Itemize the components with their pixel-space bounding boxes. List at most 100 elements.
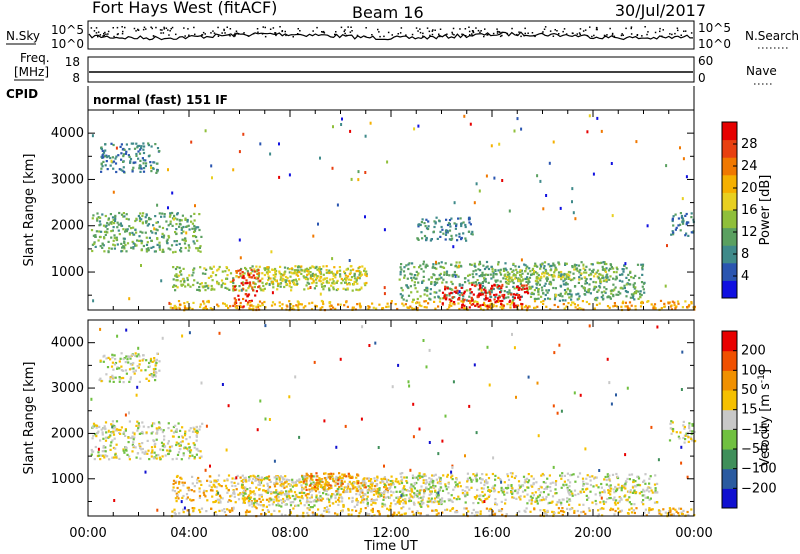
data-cell — [131, 431, 135, 434]
data-cell — [367, 479, 371, 483]
noise-search-dot — [571, 32, 574, 34]
data-cell — [453, 290, 456, 293]
data-cell — [435, 493, 438, 496]
data-cell — [184, 432, 187, 435]
data-cell — [169, 222, 172, 225]
cpid-value: normal (fast) 151 IF — [93, 93, 228, 107]
noise-search-dot — [334, 33, 336, 36]
data-cell — [115, 155, 118, 158]
data-cell — [92, 434, 95, 437]
data-cell — [176, 275, 179, 278]
data-cell — [316, 268, 319, 271]
data-cell — [454, 481, 457, 484]
data-cell — [267, 510, 270, 513]
data-cell — [159, 448, 162, 451]
data-cell — [155, 427, 158, 430]
data-cell — [254, 501, 257, 504]
data-cell — [462, 300, 465, 303]
scatter-cell — [204, 129, 207, 133]
data-cell — [623, 486, 626, 489]
data-cell — [605, 279, 608, 282]
data-cell — [273, 509, 276, 512]
data-cell — [345, 475, 348, 478]
data-cell — [443, 271, 446, 274]
data-cell — [644, 482, 647, 485]
data-cell — [197, 226, 200, 229]
data-cell — [602, 507, 605, 510]
data-cell — [136, 452, 139, 455]
data-cell — [637, 477, 641, 480]
data-cell — [111, 356, 114, 359]
data-cell — [573, 511, 576, 514]
data-cell — [537, 293, 540, 296]
data-cell — [586, 498, 589, 501]
data-cell — [138, 167, 141, 170]
data-cell — [108, 458, 111, 461]
data-cell — [453, 296, 456, 299]
data-cell — [280, 307, 284, 310]
data-cell — [222, 302, 225, 305]
data-cell — [633, 298, 636, 301]
data-cell — [483, 279, 486, 282]
data-cell — [139, 230, 142, 233]
data-cell — [110, 441, 113, 444]
data-cell — [533, 289, 536, 292]
data-cell — [163, 445, 166, 449]
data-cell — [565, 262, 568, 265]
data-cell — [319, 277, 322, 280]
data-cell — [315, 513, 319, 516]
data-cell — [315, 281, 318, 284]
data-cell — [609, 296, 612, 299]
noise-search-dot — [431, 33, 434, 36]
data-cell — [418, 301, 421, 304]
data-cell — [458, 232, 461, 235]
data-cell — [541, 289, 544, 292]
data-cell — [294, 265, 297, 268]
data-cell — [504, 296, 508, 299]
data-cell — [264, 513, 267, 516]
data-cell — [225, 487, 228, 490]
scatter-cell — [232, 168, 235, 172]
data-cell — [235, 275, 238, 278]
data-cell — [444, 262, 447, 265]
data-cell — [180, 273, 183, 276]
data-cell — [466, 491, 469, 494]
data-cell — [465, 299, 469, 302]
data-cell — [561, 275, 565, 278]
data-cell — [530, 287, 533, 290]
data-cell — [360, 273, 364, 276]
data-cell — [172, 431, 176, 434]
data-cell — [259, 478, 262, 481]
data-cell — [429, 490, 432, 493]
data-cell — [136, 429, 139, 432]
noise-search-dot — [484, 28, 486, 30]
scatter-cell — [153, 227, 156, 231]
data-cell — [310, 500, 313, 504]
data-cell — [406, 277, 409, 280]
data-cell — [237, 269, 240, 272]
data-cell — [122, 448, 125, 451]
data-cell — [147, 155, 150, 158]
data-cell — [494, 301, 497, 304]
data-cell — [178, 512, 181, 515]
data-cell — [107, 155, 110, 158]
data-cell — [483, 274, 486, 277]
data-cell — [275, 504, 278, 507]
data-cell — [187, 486, 190, 489]
data-cell — [257, 275, 260, 278]
data-cell — [202, 300, 205, 303]
data-cell — [585, 290, 588, 294]
scatter-cell — [288, 173, 291, 177]
data-cell — [376, 490, 379, 493]
data-cell — [92, 422, 96, 425]
data-cell — [557, 293, 560, 297]
scatter-cell — [665, 164, 668, 168]
data-cell — [435, 478, 438, 481]
data-cell — [669, 508, 672, 511]
scatter-cell — [271, 291, 274, 295]
data-cell — [158, 241, 161, 244]
data-cell — [657, 509, 661, 512]
noise-search-dot — [558, 33, 560, 35]
data-cell — [335, 477, 338, 480]
data-cell — [551, 275, 554, 278]
